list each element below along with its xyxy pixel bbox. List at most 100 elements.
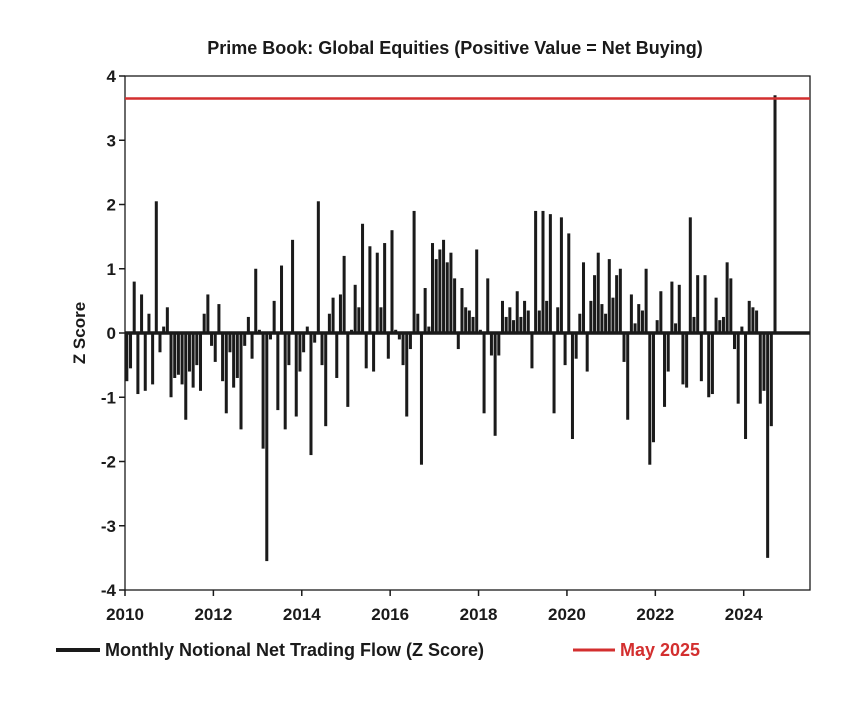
bar xyxy=(379,307,383,333)
bar xyxy=(449,252,453,333)
bar xyxy=(228,333,232,353)
bar xyxy=(578,313,582,333)
x-tick-label: 2016 xyxy=(371,605,409,624)
y-tick-label: -1 xyxy=(101,388,116,407)
bar xyxy=(600,304,604,333)
bar xyxy=(353,284,357,333)
bar xyxy=(769,333,773,427)
bar xyxy=(386,333,390,359)
bar xyxy=(707,333,711,398)
bar xyxy=(217,304,221,333)
bar xyxy=(320,333,324,366)
bar xyxy=(581,262,586,333)
bar xyxy=(383,243,387,333)
bar xyxy=(692,316,696,333)
bar xyxy=(729,278,733,333)
bar xyxy=(504,316,508,333)
bar xyxy=(372,333,376,372)
bar xyxy=(773,95,777,334)
bar xyxy=(346,333,350,407)
bar xyxy=(375,252,379,333)
bar xyxy=(434,259,438,333)
x-tick-label: 2012 xyxy=(194,605,232,624)
y-tick-label: 0 xyxy=(107,324,116,343)
bar xyxy=(471,316,475,333)
bar xyxy=(335,333,339,378)
bar xyxy=(261,333,265,449)
bar xyxy=(140,294,144,333)
bar xyxy=(500,300,504,333)
bar xyxy=(412,210,416,333)
bar xyxy=(497,333,501,356)
bar xyxy=(438,249,442,333)
bar xyxy=(622,333,626,362)
bar xyxy=(125,333,129,382)
bar xyxy=(316,201,320,333)
bar xyxy=(246,316,250,333)
bar xyxy=(644,268,648,333)
bar xyxy=(541,210,545,333)
plot-area: 4 3 2 1 0 -1 -2 -3 -4 2010 2012 2014 2016 2018 2020 202… xyxy=(101,67,811,624)
bar xyxy=(243,333,247,346)
bar xyxy=(132,281,136,333)
y-tick-label: 3 xyxy=(107,131,116,150)
bar xyxy=(176,333,180,375)
bar xyxy=(313,333,317,343)
bar xyxy=(456,333,460,350)
bar xyxy=(736,333,740,404)
bar xyxy=(685,333,689,388)
bar xyxy=(515,291,519,333)
bar xyxy=(637,304,641,333)
bar xyxy=(604,313,608,333)
x-tick-label: 2010 xyxy=(106,605,144,624)
bar xyxy=(364,333,368,369)
bar xyxy=(224,333,228,414)
bar xyxy=(674,323,678,333)
bar xyxy=(198,333,203,391)
bar xyxy=(195,333,199,366)
bar xyxy=(338,294,342,333)
bar xyxy=(287,333,291,366)
bar xyxy=(725,262,729,333)
bar xyxy=(408,333,412,350)
bar xyxy=(154,201,158,333)
bar xyxy=(670,281,674,333)
bar xyxy=(493,333,497,436)
bar xyxy=(747,300,751,333)
bar xyxy=(677,284,681,333)
bar xyxy=(629,294,633,333)
bar xyxy=(401,333,405,366)
bar xyxy=(714,297,718,333)
bar xyxy=(508,307,512,333)
bar xyxy=(663,333,667,407)
bar xyxy=(593,275,597,333)
bar xyxy=(187,333,191,372)
bar xyxy=(419,333,423,465)
bar xyxy=(294,333,298,417)
bar xyxy=(567,233,571,333)
bar xyxy=(703,275,707,333)
bar xyxy=(397,333,401,340)
bar xyxy=(537,310,541,333)
bar xyxy=(732,333,737,350)
bar xyxy=(191,333,195,388)
bar xyxy=(169,333,173,398)
bar xyxy=(202,313,206,333)
bar xyxy=(633,323,637,333)
bar xyxy=(489,333,493,356)
y-axis-label: Z Score xyxy=(70,302,89,364)
bar xyxy=(563,333,567,366)
y-tick-label: -2 xyxy=(101,453,116,472)
bar xyxy=(206,294,210,333)
bar xyxy=(221,333,225,382)
bar xyxy=(298,333,302,372)
bar xyxy=(552,333,556,414)
bar xyxy=(405,333,409,417)
bar xyxy=(699,333,703,382)
bar xyxy=(327,313,331,333)
bar xyxy=(136,333,140,395)
bar xyxy=(762,333,766,391)
bar xyxy=(283,333,287,430)
bar xyxy=(250,333,254,359)
bar xyxy=(570,333,574,440)
